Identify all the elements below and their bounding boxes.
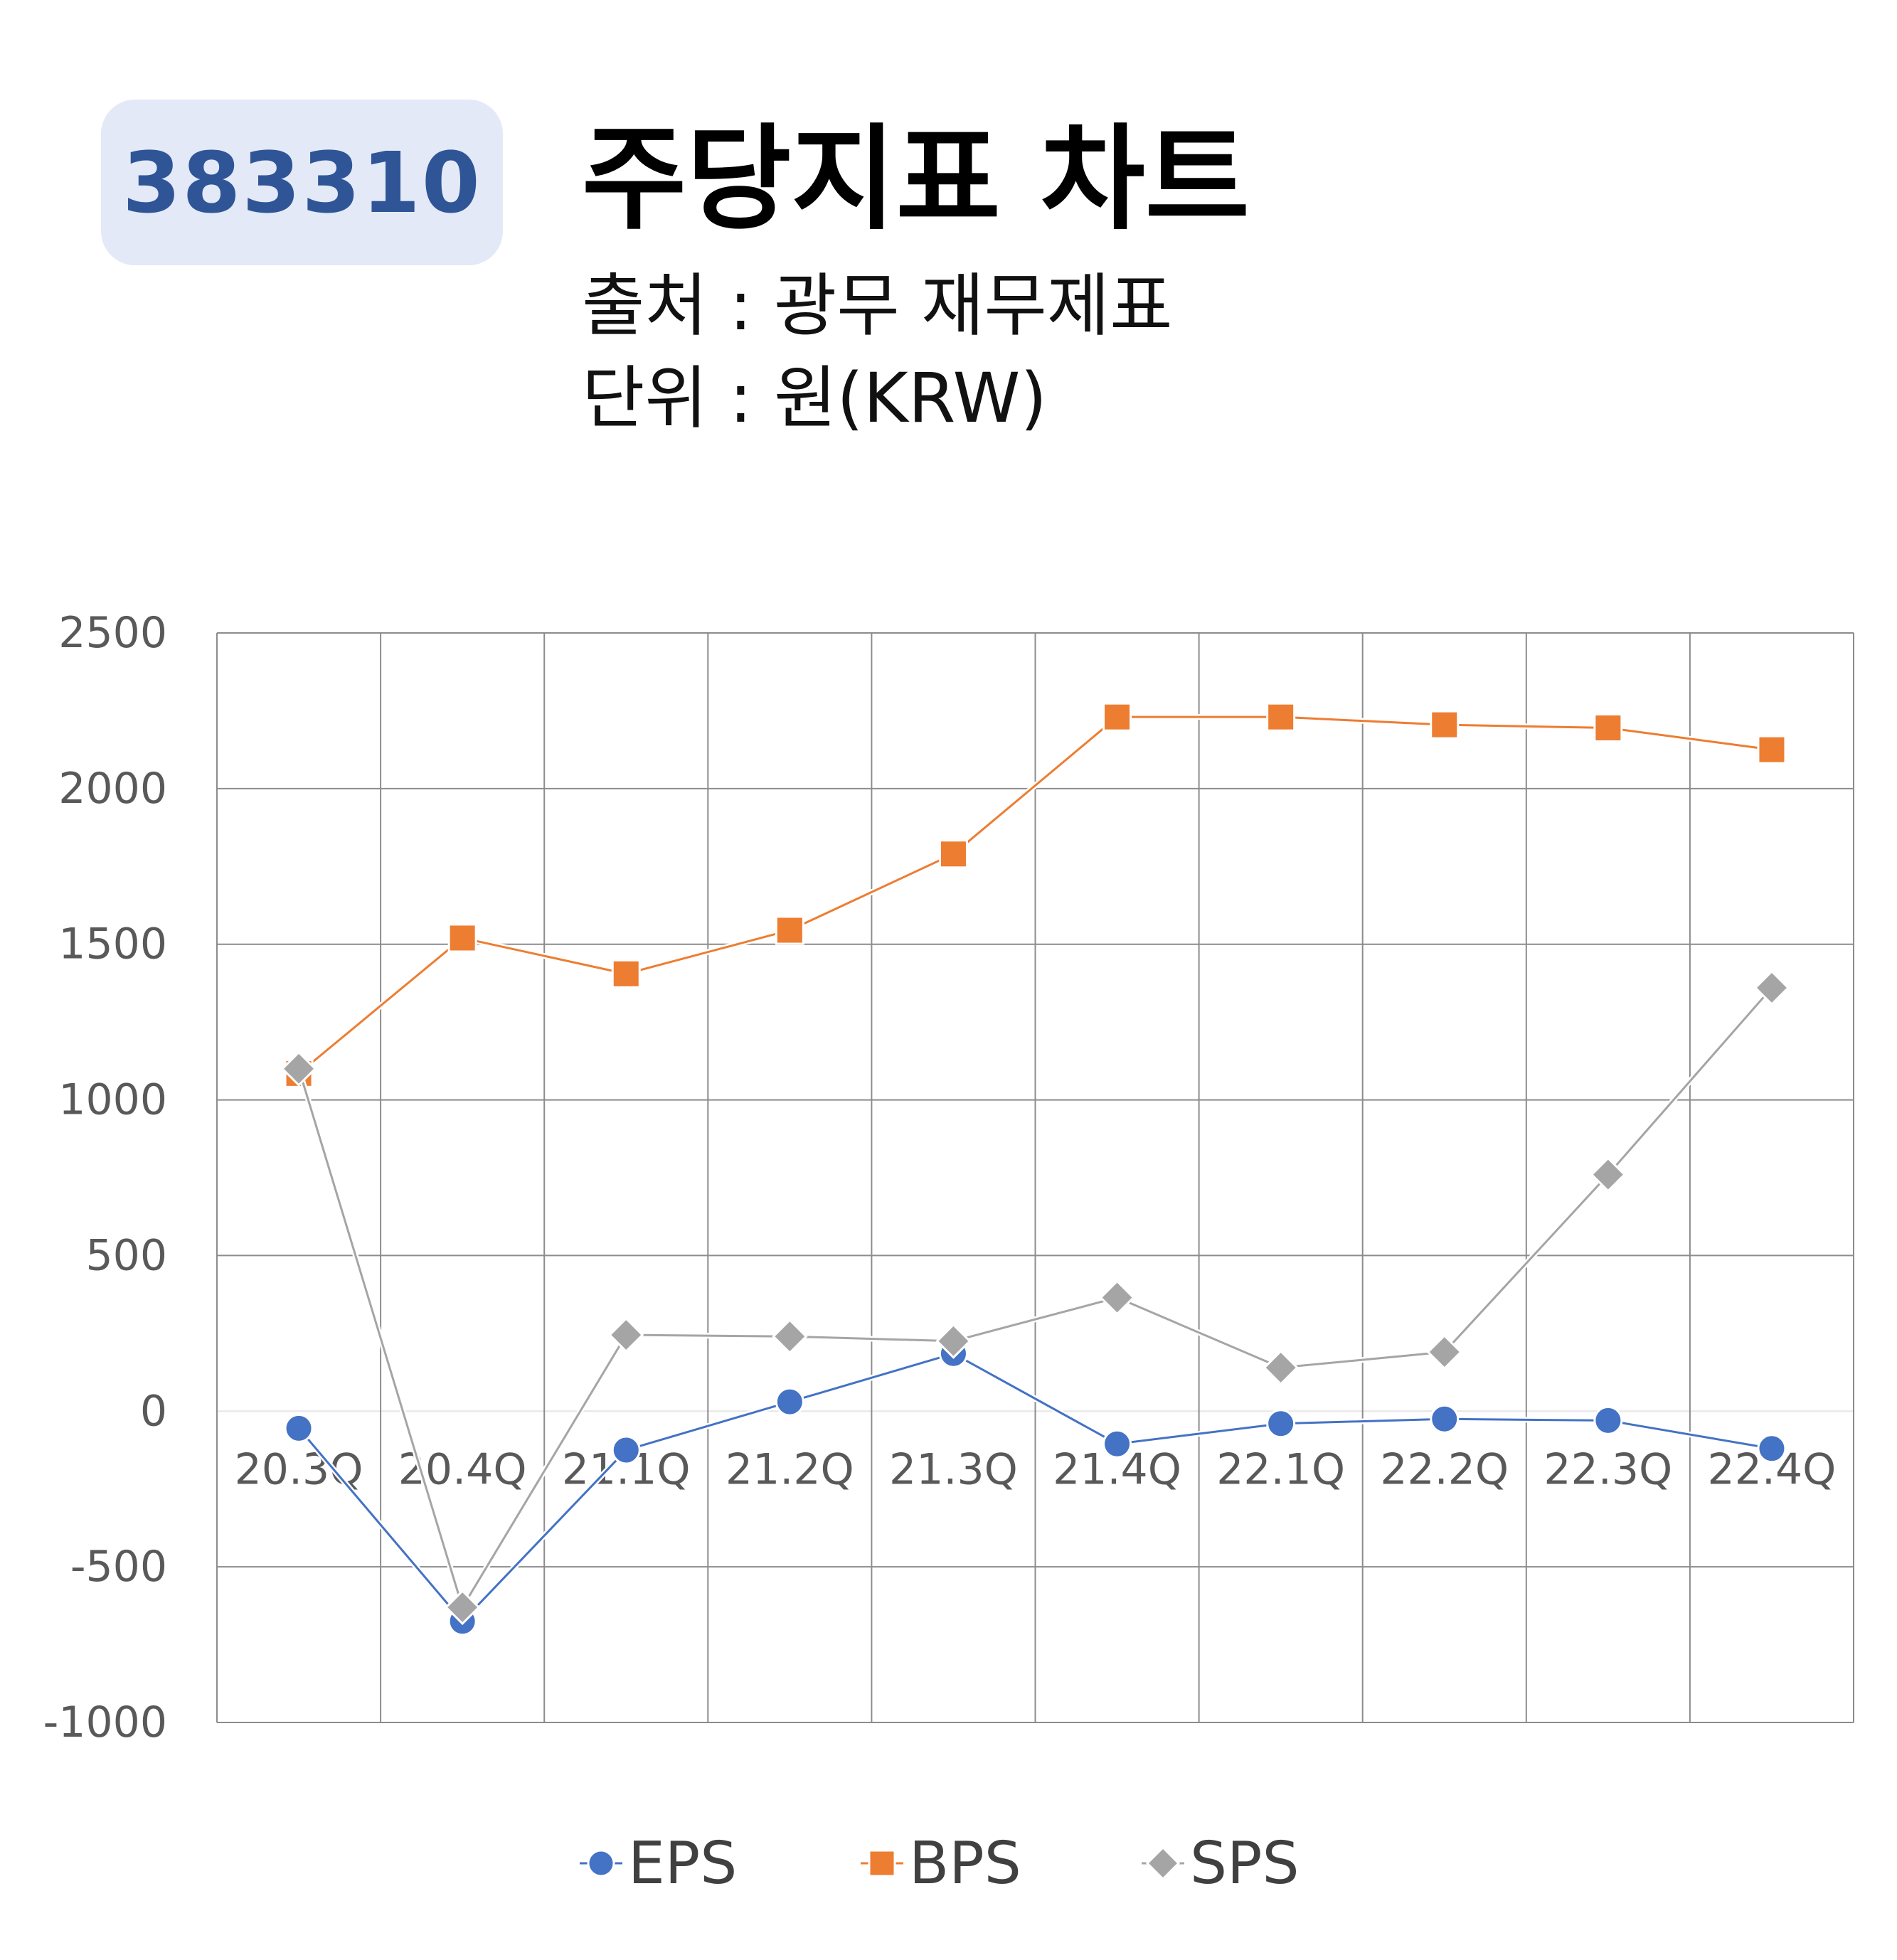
- series-bps-line: [298, 715, 1773, 1075]
- legend-bps-label: BPS: [909, 1830, 1021, 1897]
- x-tick-label: 21.2Q: [726, 1444, 854, 1494]
- x-tick-label: 22.3Q: [1543, 1444, 1672, 1494]
- series-bps: [284, 702, 1787, 1088]
- sps-point: [1099, 1279, 1135, 1316]
- legend-item-bps: BPS: [861, 1830, 1021, 1897]
- y-tick-label: 500: [85, 1230, 167, 1280]
- sps-point: [935, 1323, 972, 1359]
- legend-eps-label: EPS: [628, 1830, 737, 1897]
- bps-point: [611, 959, 641, 989]
- sps-point: [772, 1319, 808, 1355]
- legend-eps-marker: [587, 1849, 615, 1878]
- eps-point: [1593, 1405, 1623, 1435]
- series-eps-line: [297, 1352, 1773, 1623]
- bps-point: [938, 839, 968, 869]
- x-axis: 20.3Q 20.4Q 21.1Q 21.2Q 21.3Q 21.4Q 22.1Q 22.2Q…: [235, 1444, 1837, 1494]
- sps-point: [608, 1316, 644, 1353]
- y-tick-label: 0: [140, 1386, 167, 1436]
- x-tick-label: 20.3Q: [235, 1444, 363, 1494]
- sps-point: [445, 1589, 481, 1626]
- sps-point: [1590, 1156, 1626, 1193]
- ticker-badge: 383310: [101, 100, 503, 265]
- bps-point: [1266, 702, 1296, 732]
- bps-point: [1430, 710, 1460, 740]
- legend-sps-label: SPS: [1190, 1830, 1300, 1897]
- x-tick-label: 21.3Q: [889, 1444, 1018, 1494]
- legend: EPS BPS SPS: [580, 1830, 1300, 1897]
- bps-point: [1102, 702, 1132, 732]
- sps-point: [1753, 969, 1790, 1006]
- legend-item-sps: SPS: [1142, 1830, 1300, 1897]
- y-tick-label: -500: [70, 1542, 167, 1592]
- sps-point: [1426, 1333, 1462, 1370]
- y-tick-label: 1500: [58, 920, 167, 969]
- sps-point: [1263, 1349, 1299, 1386]
- y-axis: 2500 2000 1500 1000 500 0 -500 -1000: [43, 608, 167, 1747]
- eps-point: [1757, 1434, 1787, 1464]
- source-text: 출처 : 광무 재무제표: [582, 266, 1173, 346]
- legend-item-eps: EPS: [580, 1830, 737, 1897]
- bps-point: [1757, 735, 1787, 765]
- eps-point: [611, 1435, 641, 1465]
- eps-point: [284, 1413, 314, 1443]
- sps-point: [280, 1050, 317, 1087]
- series-sps-line: [297, 987, 1773, 1610]
- series-eps: [284, 1338, 1787, 1636]
- eps-point: [1266, 1409, 1296, 1439]
- series-sps: [280, 969, 1790, 1626]
- legend-sps-marker: [1145, 1846, 1181, 1881]
- bps-point: [1593, 713, 1623, 743]
- bps-point: [775, 915, 804, 945]
- y-tick-label: 2500: [58, 608, 167, 658]
- eps-point: [1430, 1404, 1460, 1434]
- series-layer: [280, 702, 1790, 1636]
- eps-point: [775, 1387, 804, 1417]
- bps-point: [447, 923, 477, 953]
- unit-text: 단위 : 원(KRW): [582, 358, 1047, 438]
- y-tick-label: 2000: [58, 764, 167, 814]
- x-tick-label: 22.2Q: [1380, 1444, 1509, 1494]
- y-tick-label: -1000: [43, 1698, 167, 1747]
- legend-bps-marker: [868, 1849, 896, 1878]
- eps-point: [1102, 1429, 1132, 1459]
- page-title: 주당지표 차트: [582, 112, 1250, 245]
- y-tick-label: 1000: [58, 1075, 167, 1125]
- x-tick-label: 22.1Q: [1216, 1444, 1345, 1494]
